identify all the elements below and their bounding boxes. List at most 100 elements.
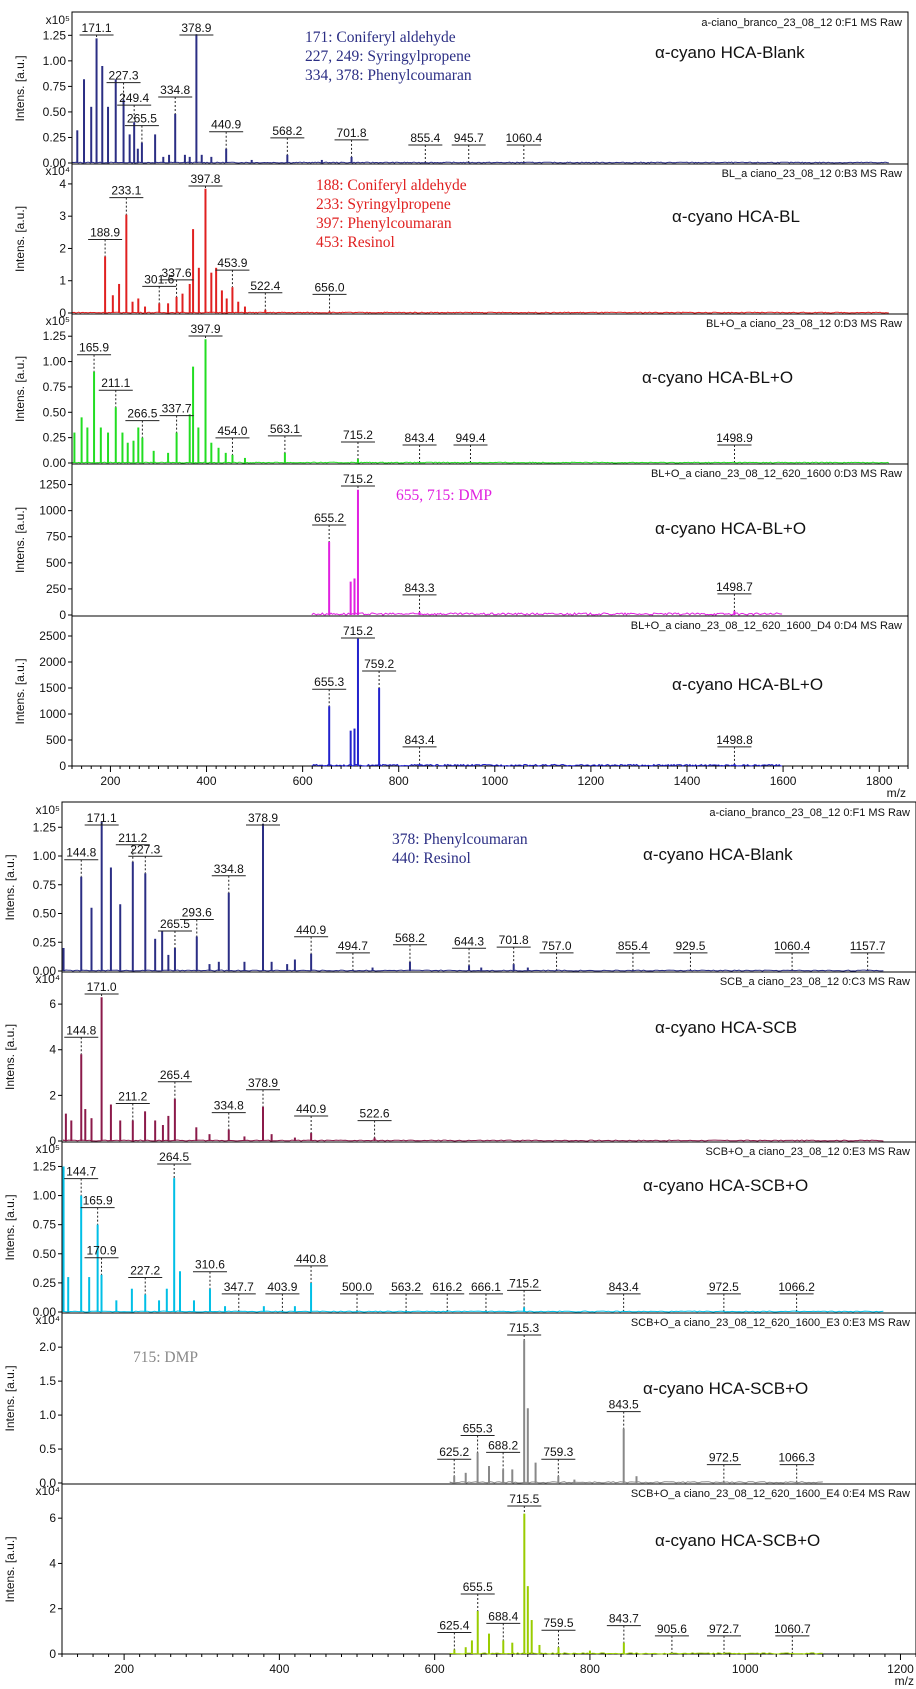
x-tick-label: 600 (293, 774, 313, 788)
spectrum-source-label: SCB+O_a ciano_23_08_12_620_1600_E3 0:E3 … (631, 1317, 910, 1329)
x-tick-label: 1000 (732, 1662, 759, 1676)
y-tick-label: 0.25 (43, 431, 67, 445)
peak-label: 655.2 (314, 511, 344, 525)
peak-label: 1498.9 (716, 431, 753, 445)
compound-annotation: 655, 715: DMP (396, 487, 492, 504)
y-tick-label: 2 (49, 1602, 56, 1616)
spectrum-source-label: BL+O_a ciano_23_08_12 0:D3 MS Raw (706, 318, 902, 330)
peak-label: 666.1 (471, 1280, 501, 1294)
y-exponent-label: x10⁴ (35, 972, 60, 986)
y-tick-label: 4 (59, 177, 66, 191)
y-tick-label: 2500 (39, 629, 66, 643)
peak-label: 293.6 (182, 906, 212, 920)
peak-label: 715.2 (509, 1276, 539, 1290)
y-tick-label: 0.50 (43, 105, 67, 119)
y-axis-label: Intens. [a.u.] (3, 1365, 17, 1431)
compound-annotation: 378: Phenylcoumaran (392, 831, 528, 848)
spectrum-baseline (72, 161, 889, 164)
x-tick-label: 800 (580, 1662, 600, 1676)
spectrum-source-label: BL+O_a ciano_23_08_12_620_1600 0:D3 MS R… (651, 468, 902, 480)
peak-label: 378.9 (248, 1076, 278, 1090)
peak-label: 397.9 (191, 322, 221, 336)
peak-label: 855.4 (410, 131, 440, 145)
top-figure-frame (71, 11, 909, 767)
peak-label: 1060.4 (505, 131, 542, 145)
y-tick-label: 6 (49, 997, 56, 1011)
y-tick-label: 1.25 (43, 28, 67, 42)
peak-label: 266.5 (127, 407, 157, 421)
compound-annotation: 715: DMP (133, 1349, 198, 1366)
spectrum-baseline (311, 612, 783, 616)
peak-label: 337.6 (162, 266, 192, 280)
peak-label: 211.2 (118, 1089, 147, 1103)
peak-label: 625.2 (439, 1445, 469, 1459)
y-tick-label: 6 (49, 1511, 56, 1525)
y-axis-label: Intens. [a.u.] (13, 356, 27, 422)
peak-label: 616.2 (432, 1280, 462, 1294)
y-tick-label: 1 (59, 274, 66, 288)
y-axis-label: Intens. [a.u.] (13, 55, 27, 121)
y-tick-label: 3 (59, 209, 66, 223)
peak-label: 655.5 (463, 1580, 493, 1594)
peak-label: 310.6 (195, 1258, 225, 1272)
sample-label: α-cyano HCA-BL+O (655, 519, 806, 538)
peak-label: 334.8 (214, 862, 244, 876)
sample-label: α-cyano HCA-BL+O (642, 368, 793, 387)
peak-label: 843.5 (609, 1398, 639, 1412)
x-tick-label: 600 (425, 1662, 445, 1676)
y-tick-label: 500 (46, 556, 66, 570)
compound-annotation: 171: Coniferyl aldehyde (305, 29, 456, 46)
peak-label: 1060.4 (774, 939, 811, 953)
y-tick-label: 0.00 (33, 1305, 57, 1319)
peak-label: 757.0 (542, 939, 572, 953)
spectrum-source-label: BL_a ciano_23_08_12 0:B3 MS Raw (722, 168, 902, 180)
peak-label: 347.7 (224, 1280, 254, 1294)
spectrum-baseline (449, 1481, 823, 1484)
peak-label: 715.3 (509, 1321, 539, 1335)
peak-label: 334.8 (160, 83, 190, 97)
compound-annotation: 188: Coniferyl aldehyde (316, 177, 467, 194)
sample-label: α-cyano HCA-SCB+O (643, 1379, 808, 1398)
spectrum-panel-bottom-4: 0.0 0.5 1.0 1.5 2.0 x10⁴ Intens. [a.u.] 625.2 65… (3, 1312, 916, 1490)
sample-label: α-cyano HCA-SCB+O (643, 1176, 808, 1195)
peak-label: 144.7 (66, 1165, 96, 1179)
peak-label: 265.5 (160, 917, 190, 931)
x-tick-label: 400 (269, 1662, 289, 1676)
peak-label: 211.1 (101, 376, 130, 390)
peak-label: 759.2 (364, 657, 394, 671)
compound-annotation: 233: Syringylpropene (316, 196, 451, 213)
y-tick-label: 0.50 (33, 1247, 57, 1261)
peak-label: 378.9 (248, 811, 278, 825)
y-tick-label: 4 (49, 1043, 56, 1057)
peak-label: 265.4 (160, 1068, 190, 1082)
peak-label: 1498.8 (716, 733, 753, 747)
y-axis-label: Intens. [a.u.] (3, 1536, 17, 1602)
spectrum-source-label: BL+O_a ciano_23_08_12_620_1600_D4 0:D4 M… (631, 620, 902, 632)
peak-label: 440.9 (296, 923, 326, 937)
spectrum-baseline (72, 461, 889, 464)
peak-label: 759.5 (543, 1616, 573, 1630)
peak-label: 715.2 (343, 428, 373, 442)
spectrum-panel-top-4: 0 250 500 750 1000 1250 Intens. [a.u.] 655.2 715… (13, 463, 908, 622)
peak-label: 165.9 (79, 341, 109, 355)
y-tick-label: 0 (49, 1647, 56, 1661)
peak-label: 453.9 (217, 256, 247, 270)
peak-label: 644.3 (454, 934, 484, 948)
peak-label: 843.4 (609, 1280, 639, 1294)
y-exponent-label: x10⁵ (36, 803, 60, 817)
y-tick-label: 0.25 (33, 935, 57, 949)
peak-label: 1066.2 (778, 1280, 815, 1294)
y-tick-label: 1500 (39, 681, 66, 695)
y-tick-label: 0.25 (43, 130, 67, 144)
y-axis-label: Intens. [a.u.] (3, 1024, 17, 1090)
peak-label: 759.3 (543, 1445, 573, 1459)
y-tick-label: 1.00 (43, 355, 67, 369)
peak-label: 563.2 (391, 1280, 421, 1294)
y-exponent-label: x10⁵ (36, 1142, 60, 1156)
peak-label: 171.0 (87, 980, 117, 994)
peak-label: 440.9 (296, 1102, 326, 1116)
y-exponent-label: x10⁴ (45, 164, 70, 178)
peak-label: 715.2 (343, 472, 373, 486)
